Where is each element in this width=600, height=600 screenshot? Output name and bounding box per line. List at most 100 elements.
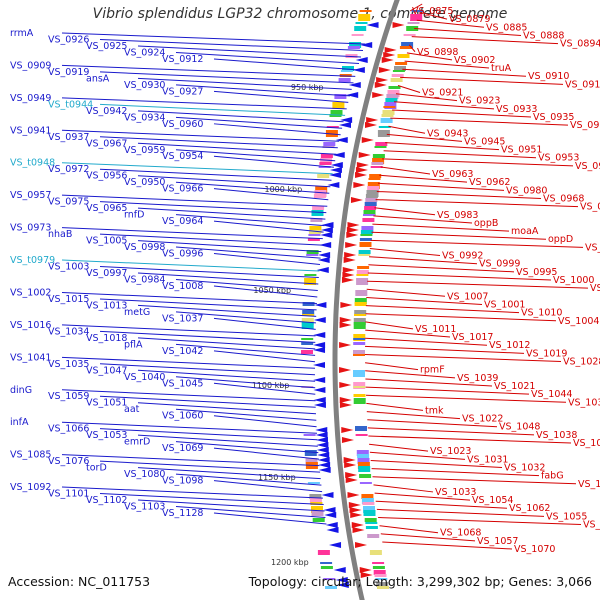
gene-leader-line	[175, 278, 318, 291]
gene-leader-line	[175, 246, 321, 259]
minus-strand-arrow	[327, 182, 340, 188]
gene-label: metG	[124, 307, 150, 318]
gene-feature-box	[388, 86, 401, 89]
gene-leader-line	[382, 541, 513, 550]
gene-leader-line	[137, 272, 319, 285]
minus-strand-arrow	[316, 447, 329, 453]
gene-label: VS_1070	[514, 544, 555, 555]
gene-feature-box	[302, 314, 314, 316]
gene-feature-box	[386, 94, 399, 99]
gene-label: VS_1033	[435, 487, 476, 498]
gene-feature-box	[361, 498, 374, 504]
gene-label: VS_1080	[124, 469, 165, 480]
chromosome-backbone	[332, 0, 400, 600]
gene-leader-line	[61, 454, 320, 467]
plus-strand-arrow	[392, 22, 405, 28]
gene-label: VS_0921	[422, 88, 463, 99]
gene-leader-line	[370, 460, 503, 468]
gene-label: VS_1010	[521, 308, 562, 319]
gene-leader-line	[213, 382, 316, 395]
gene-label: VS_1101	[48, 489, 89, 500]
gene-leader-line	[371, 231, 547, 240]
gene-feature-box	[370, 166, 383, 168]
gene-leader-line	[368, 435, 572, 444]
kbp-tick-label: 1050 kbp	[253, 286, 291, 295]
plus-strand-arrow	[360, 572, 373, 578]
gene-feature-box	[356, 450, 369, 456]
gene-feature-box	[306, 254, 319, 256]
plus-strand-arrow	[340, 302, 353, 308]
minus-strand-arrow	[313, 402, 326, 408]
plus-strand-arrow	[355, 167, 368, 173]
gene-feature-box	[375, 578, 388, 580]
plus-strand-arrow	[339, 397, 352, 403]
gene-leader-line	[364, 354, 562, 363]
gene-feature-box	[354, 314, 366, 316]
gene-label: torD	[86, 463, 107, 474]
plus-strand-arrow	[344, 252, 357, 258]
plus-strand-arrow	[361, 137, 374, 143]
minus-strand-arrow	[315, 427, 328, 433]
minus-strand-arrow	[329, 542, 342, 548]
gene-label: VS_1004	[558, 316, 599, 327]
minus-strand-arrow	[335, 137, 348, 143]
gene-label: VS_1003	[48, 262, 89, 273]
plus-strand-arrow	[376, 77, 389, 83]
minus-strand-arrow	[332, 152, 345, 158]
gene-leader-line	[402, 68, 527, 77]
gene-feature-box	[362, 502, 375, 505]
gene-feature-box	[357, 266, 370, 269]
gene-feature-box	[305, 458, 318, 464]
gene-leader-line	[213, 317, 316, 330]
gene-label: VS_1022	[462, 414, 503, 425]
gene-label: VS_0934	[124, 112, 165, 123]
plus-strand-arrow	[355, 172, 368, 178]
gene-leader-line	[99, 330, 316, 343]
gene-leader-line	[376, 508, 545, 517]
gene-label: VS_1057	[477, 536, 518, 547]
gene-feature-box	[359, 482, 372, 484]
gene-feature-box	[309, 494, 322, 499]
gene-leader-line	[175, 441, 319, 454]
gene-feature-box	[361, 494, 374, 499]
plus-strand-arrow	[355, 542, 368, 548]
gene-feature-box	[359, 242, 372, 247]
gene-leader-line	[367, 419, 498, 428]
minus-strand-arrow	[346, 92, 359, 98]
gene-label: VS_0945	[464, 136, 505, 147]
gene-label: fabG	[541, 471, 564, 482]
gene-leader-line	[383, 150, 537, 159]
gene-leader-line	[374, 492, 471, 501]
gene-label: VS_0995	[516, 267, 557, 278]
gene-feature-box	[342, 66, 354, 71]
gene-feature-box	[363, 510, 376, 516]
minus-strand-arrow	[313, 332, 326, 338]
gene-leader-line	[137, 402, 317, 415]
gene-feature-box	[320, 158, 333, 164]
minus-strand-arrow	[330, 162, 343, 168]
gene-leader-line	[99, 38, 364, 51]
gene-leader-line	[137, 499, 325, 512]
gene-feature-box	[325, 586, 337, 589]
gene-feature-box	[407, 22, 420, 24]
plus-strand-arrow	[341, 427, 354, 433]
gene-label: VS_0926	[48, 34, 89, 45]
gene-feature-box	[309, 498, 322, 504]
gene-leader-line	[368, 264, 515, 273]
gene-leader-line	[213, 350, 316, 363]
gene-feature-box	[307, 482, 320, 484]
gene-label: VS_1056	[583, 520, 600, 531]
gene-feature-box	[319, 162, 332, 165]
gene-leader-line	[365, 305, 520, 314]
minus-strand-arrow	[318, 467, 331, 473]
gene-leader-line	[137, 45, 362, 58]
plus-strand-arrow	[351, 522, 364, 528]
gene-feature-box	[357, 454, 370, 458]
gene-feature-box	[351, 34, 364, 36]
plus-strand-arrow	[339, 367, 352, 373]
gene-label: VS_1013	[86, 300, 127, 311]
gene-feature-box	[353, 354, 365, 356]
plus-strand-arrow	[366, 117, 379, 123]
gene-label: VS_1098	[162, 476, 203, 487]
